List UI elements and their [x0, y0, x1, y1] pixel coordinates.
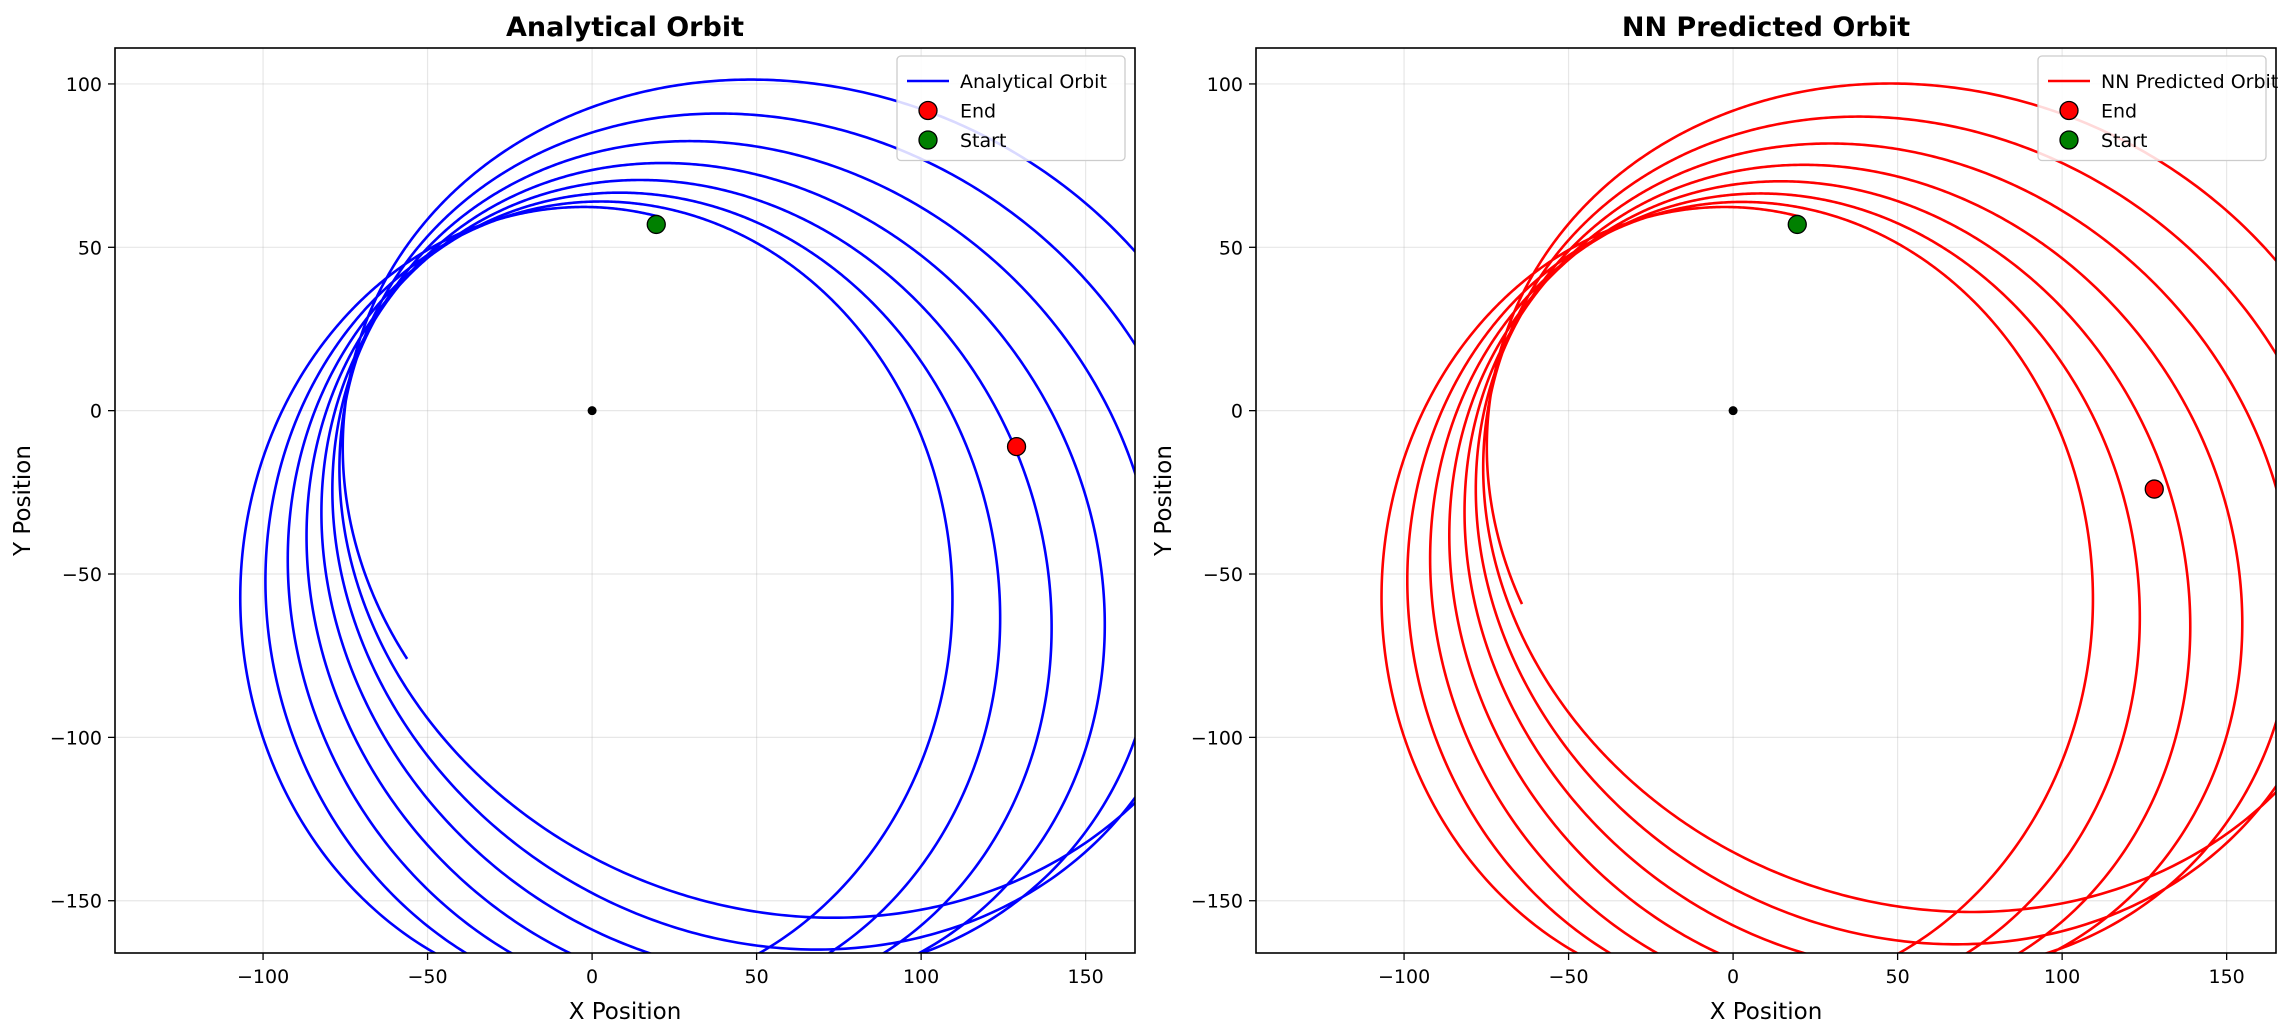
axes-frame — [114, 47, 1136, 954]
y-tick-label: −50 — [1203, 564, 1243, 586]
y-axis-label: Y Position — [1151, 445, 1177, 557]
chart-title: Analytical Orbit — [506, 12, 744, 43]
legend-label-nn-predicted-orbit: NN Predicted Orbit — [2101, 71, 2278, 93]
y-tick-label: 100 — [1207, 74, 1243, 96]
legend-box — [896, 55, 1126, 162]
x-tick-label: 0 — [586, 966, 598, 988]
legend-label-start: Start — [960, 130, 1006, 152]
legend-label-analytical-orbit: Analytical Orbit — [960, 71, 1107, 93]
y-tick-label: −150 — [50, 891, 102, 913]
axes-frame — [1255, 47, 2277, 954]
legend-label-start: Start — [2101, 130, 2147, 152]
y-tick-label: 50 — [1219, 237, 1243, 259]
analytical-orbit-panel: −100 −50 0 50 100 150 −150 −100 −50 0 50 100 Analyti… — [10, 12, 1136, 1025]
plot-area — [1380, 82, 2276, 953]
x-tick-label: −100 — [1378, 966, 1430, 988]
legend: NN Predicted Orbit End Start — [2037, 55, 2278, 162]
legend-label-end: End — [960, 101, 996, 123]
orbit-line-nn-predicted-orbit — [1380, 82, 2276, 953]
x-axis-label: X Position — [1710, 999, 1823, 1025]
y-tick-label: −150 — [1191, 891, 1243, 913]
legend-swatch-start — [2059, 130, 2079, 150]
y-tick-label: 0 — [1231, 401, 1243, 423]
orbit-line-analytical-orbit — [238, 78, 1135, 953]
nn-predicted-orbit-panel: −100 −50 0 50 100 150 −150 −100 −50 0 50 100 NN Pred… — [1151, 12, 2278, 1025]
x-tick-label: 100 — [903, 966, 939, 988]
x-tick-label: −100 — [237, 966, 289, 988]
x-axis-label: X Position — [569, 999, 682, 1025]
x-tick-label: 150 — [2209, 966, 2245, 988]
x-tick-label: −50 — [1549, 966, 1589, 988]
y-tick-label: −100 — [50, 727, 102, 749]
end-marker — [1006, 436, 1027, 457]
start-marker — [646, 214, 666, 235]
plot-area — [238, 78, 1135, 953]
x-tick-label: 150 — [1068, 966, 1104, 988]
x-tick-label: −50 — [408, 966, 448, 988]
x-tick-label: 50 — [1886, 966, 1910, 988]
y-tick-label: −100 — [1191, 727, 1243, 749]
end-marker — [2144, 479, 2164, 499]
x-tick-label: 100 — [2044, 966, 2080, 988]
legend: Analytical Orbit End Start — [896, 55, 1126, 162]
y-tick-label: 50 — [78, 237, 102, 259]
start-marker — [1787, 214, 1807, 235]
legend-swatch-end — [2059, 100, 2079, 121]
y-tick-label: −50 — [62, 564, 102, 586]
y-tick-label: 100 — [66, 74, 102, 96]
x-tick-label: 50 — [745, 966, 769, 988]
legend-label-end: End — [2101, 101, 2137, 123]
central-body-point — [1728, 406, 1738, 416]
legend-box — [2037, 55, 2267, 162]
y-tick-label: 0 — [90, 401, 102, 423]
central-body-point — [587, 406, 597, 416]
y-axis-label: Y Position — [10, 445, 36, 557]
x-tick-label: 0 — [1727, 966, 1739, 988]
chart-title: NN Predicted Orbit — [1622, 12, 1910, 43]
legend-swatch-start — [918, 130, 938, 150]
legend-swatch-end — [918, 100, 938, 121]
